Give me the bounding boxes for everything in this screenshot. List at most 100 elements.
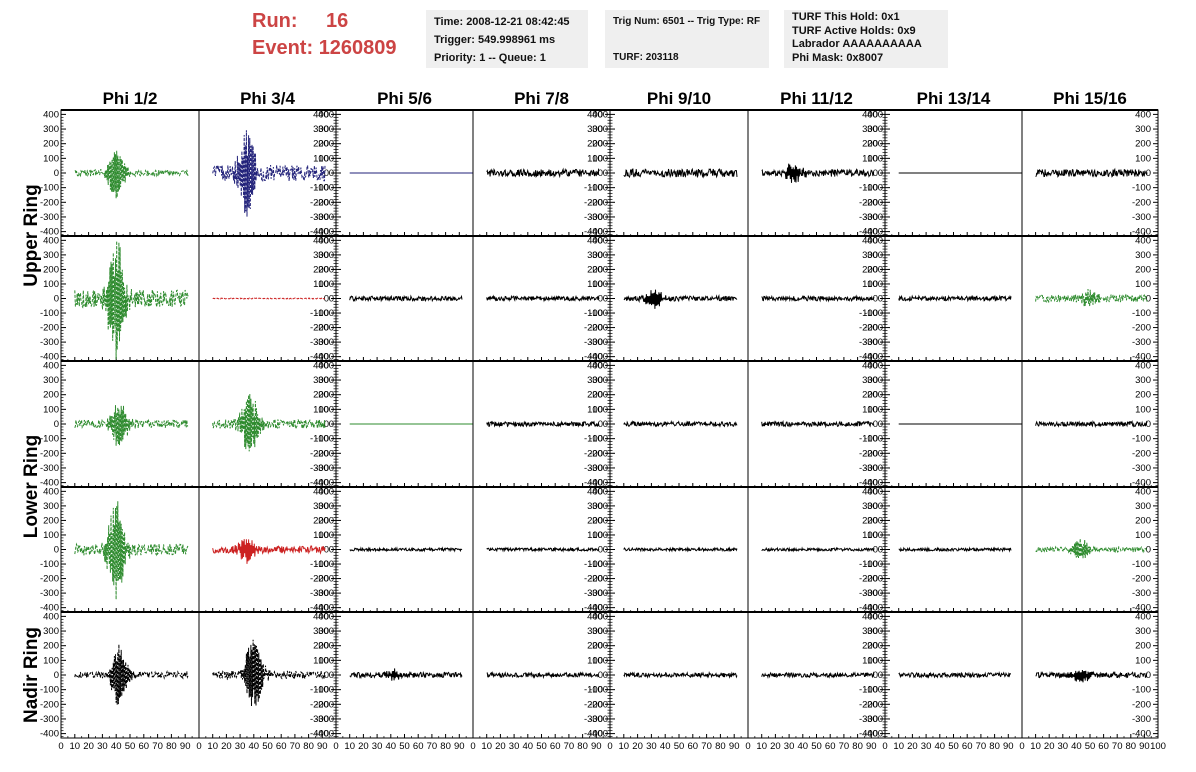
- x-tick-label-c7: 70: [976, 741, 987, 752]
- panel-r4-c4-ytick-label: -200: [584, 574, 603, 585]
- panel-r5-c5-ytick-label: 300: [592, 626, 608, 637]
- x-tick-label-c5: 80: [715, 741, 726, 752]
- panel-r1-c5-ytick-label: -400: [589, 227, 608, 238]
- panel-r4-c3-ytick-label: 0: [329, 545, 334, 556]
- panel-r3-c1-ytick-label: 100: [43, 404, 59, 415]
- panel-r3-c3-ytick-label: 300: [318, 375, 334, 386]
- panel-r1-c3-ytick-label: 200: [318, 139, 334, 150]
- panel-r5-c3-ytick-label: 300: [318, 626, 334, 637]
- panel-r2-c7-ytick-label: -100: [864, 308, 883, 319]
- x-tick-label-c4: 80: [577, 741, 588, 752]
- panel-r4-c5-ytick-label: 0: [603, 545, 608, 556]
- x-tick-label-c5: 50: [674, 741, 685, 752]
- panel-r1-c4-ytick-label: 0: [598, 168, 603, 179]
- panel-r2-c4-ytick-label: -200: [584, 323, 603, 334]
- panel-r4-c4-ytick-label: 400: [587, 486, 603, 497]
- x-tick-label-c2: 80: [303, 741, 314, 752]
- panel-r4-c8-ytick-label: -200: [1132, 574, 1151, 585]
- panel-r2-c3-ytick-label: 100: [318, 279, 334, 290]
- panel-r2-c6-ytick-label: 100: [862, 279, 878, 290]
- panel-r3-c3-ytick-label: -300: [315, 463, 334, 474]
- panel-r4-c2-ytick-label: 0: [324, 545, 329, 556]
- panel-r5-c6-ytick-label: 400: [862, 611, 878, 622]
- panel-r3-c5-ytick-label: -100: [589, 434, 608, 445]
- panel-r2-c6-ytick-label: -400: [859, 352, 878, 363]
- panel-r3-c3-ytick-label: 100: [318, 404, 334, 415]
- panel-r3-c4-ytick-label: 0: [598, 419, 603, 430]
- panel-r4-c7-ytick-label: -300: [864, 588, 883, 599]
- column-header-3: Phi 5/6: [377, 89, 432, 108]
- panel-r2-c3-ytick-label: 300: [318, 250, 334, 261]
- panel-r4-c6-ytick-label: 300: [862, 501, 878, 512]
- panel-r5-c2-ytick-label: -200: [310, 699, 329, 710]
- panel-r2-c4-ytick-label: -100: [584, 308, 603, 319]
- panel-r4-c4-ytick-label: -300: [584, 588, 603, 599]
- labrador-text: Labrador AAAAAAAAAA: [792, 38, 922, 50]
- panel-r3-c2-ytick-label: 300: [313, 375, 329, 386]
- panel-r1-c4-ytick-label: 200: [587, 139, 603, 150]
- panel-r3-c6-ytick-label: -100: [859, 434, 878, 445]
- x-tick-label-c2: 40: [249, 741, 260, 752]
- column-header-5: Phi 9/10: [647, 89, 711, 108]
- panel-r2-c6-ytick-label: 400: [862, 235, 878, 246]
- panel-r2-c5-ytick-label: 100: [592, 279, 608, 290]
- panel-r4-c3-ytick-label: -200: [315, 574, 334, 585]
- panel-r1-c3-ytick-label: -400: [315, 227, 334, 238]
- panel-r2-c7-ytick-label: -400: [864, 352, 883, 363]
- x-tick-label-c6: 70: [839, 741, 850, 752]
- panel-r5-c3-waveform: [349, 668, 463, 681]
- x-tick-label-c4: 60: [550, 741, 561, 752]
- panel-r2-c4-waveform: [486, 294, 600, 303]
- panel-r3-c8-ytick-label: -200: [1132, 448, 1151, 459]
- panel-r2-c1-ytick-label: -400: [40, 352, 59, 363]
- panel-r1-c1-ytick-label: 200: [43, 139, 59, 150]
- panel-r1-c4-ytick-label: -100: [584, 183, 603, 194]
- panel-r4-c7-ytick-label: -100: [864, 559, 883, 570]
- panel-r2-c1-frame: [60, 235, 200, 362]
- panel-r5-c8-ytick-label: -100: [1132, 685, 1151, 696]
- panel-r1-c7-ytick-label: -300: [864, 212, 883, 223]
- x-tick-label-c2: 90: [317, 741, 328, 752]
- panel-r5-c2-ytick-label: 400: [313, 611, 329, 622]
- panel-r1-c6-ytick-label: 400: [862, 109, 878, 120]
- panel-r5-c1-waveform: [74, 644, 189, 705]
- panel-r4-c8-ytick-label: -400: [1132, 603, 1151, 614]
- x-tick-label-c7: 80: [989, 741, 1000, 752]
- panel-r1-c8-ytick-label: 0: [1146, 168, 1151, 179]
- trig-num-text: Trig Num: 6501 -- Trig Type: RF: [613, 16, 761, 27]
- panel-r5-c3-ytick-label: 0: [329, 670, 334, 681]
- panel-r3-c2-ytick-label: -300: [310, 463, 329, 474]
- row-group-label-2: Lower Ring: [21, 435, 42, 538]
- panel-r3-c5-ytick-label: -300: [589, 463, 608, 474]
- panel-r1-c4-ytick-label: -200: [584, 197, 603, 208]
- panel-r5-c5-ytick-label: 100: [592, 655, 608, 666]
- panel-r1-c6-ytick-label: 100: [862, 153, 878, 164]
- row-group-label-1: Upper Ring: [21, 184, 42, 286]
- panel-r5-c5-ytick-label: -100: [589, 685, 608, 696]
- panel-r1-c8-ytick-label: -100: [1132, 183, 1151, 194]
- panel-r1-c4-ytick-label: 300: [587, 124, 603, 135]
- panel-r4-c1-ytick-label: -100: [40, 559, 59, 570]
- turf-text: TURF: 203118: [613, 52, 679, 63]
- panel-r1-c6-ytick-label: 300: [862, 124, 878, 135]
- panel-r1-c2-ytick-label: -100: [310, 183, 329, 194]
- panel-r5-c8-ytick-label: 100: [1135, 655, 1151, 666]
- panel-r5-c5-ytick-label: 400: [592, 611, 608, 622]
- x-tick-label-c8: 30: [1058, 741, 1069, 752]
- column-header-4: Phi 7/8: [514, 89, 569, 108]
- x-tick-label-c6: 90: [866, 741, 877, 752]
- panel-r5-c6-ytick-label: -300: [859, 714, 878, 725]
- panel-r3-c6-ytick-label: -300: [859, 463, 878, 474]
- panel-r1-c2-ytick-label: -300: [310, 212, 329, 223]
- x-tick-label-c2: 10: [207, 741, 218, 752]
- turf-this-hold-text: TURF This Hold: 0x1: [792, 11, 900, 23]
- panel-r1-c4-waveform: [486, 167, 600, 179]
- x-tick-label-c3: 90: [454, 741, 465, 752]
- panel-r1-c4-ytick-label: 400: [587, 109, 603, 120]
- panel-r3-c6-ytick-label: -200: [859, 448, 878, 459]
- panel-r2-c3-ytick-label: -400: [315, 352, 334, 363]
- panel-r5-c8-ytick-label: -300: [1132, 714, 1151, 725]
- panel-r1-c8-ytick-label: -300: [1132, 212, 1151, 223]
- panel-r3-c6-ytick-label: 0: [873, 419, 878, 430]
